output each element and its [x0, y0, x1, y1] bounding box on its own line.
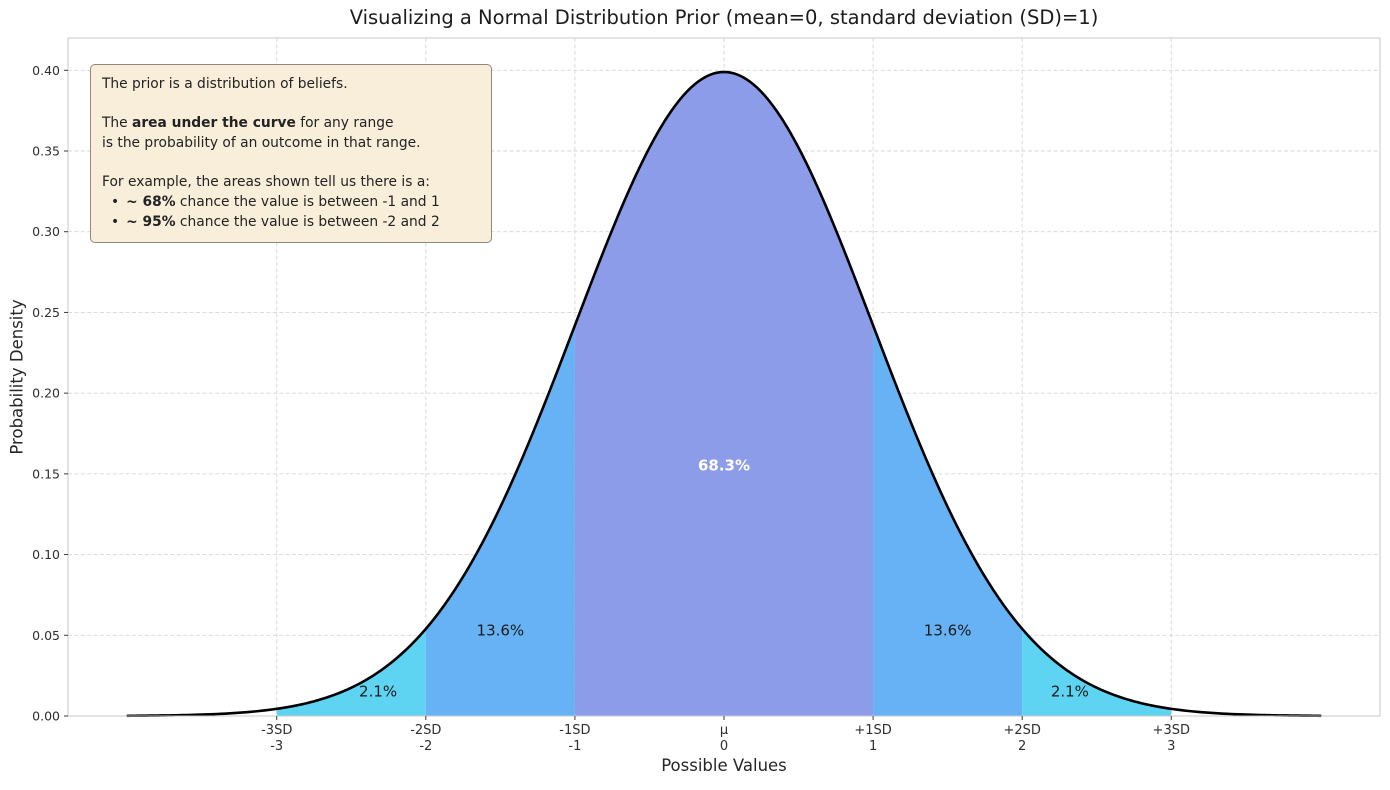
region-percentage-label: 2.1% — [1051, 683, 1089, 701]
x-tick-sd-label: μ — [720, 723, 728, 738]
probability-region — [276, 628, 426, 716]
x-tick-value-label: 3 — [1167, 739, 1175, 754]
annotation-bullet-2: • ~ 95% chance the value is between -2 an… — [111, 214, 440, 230]
region-percentage-label: 68.3% — [698, 457, 750, 475]
x-tick-value-label: -1 — [568, 739, 581, 754]
x-tick-sd-label: -3SD — [261, 723, 292, 738]
region-percentage-label: 13.6% — [924, 621, 972, 639]
y-tick-label: 0.25 — [32, 305, 60, 320]
y-tick-label: 0.40 — [32, 63, 60, 78]
annotation-box: The prior is a distribution of beliefs. … — [90, 64, 492, 243]
x-tick-value-label: -2 — [419, 739, 432, 754]
x-tick-value-label: 0 — [720, 739, 728, 754]
distribution-curve — [126, 70, 1322, 718]
x-tick-sd-label: +2SD — [1003, 723, 1040, 738]
x-tick-value-label: 2 — [1018, 739, 1026, 754]
y-tick-label: 0.10 — [32, 547, 60, 562]
x-axis-label: Possible Values — [661, 756, 787, 775]
y-tick-label: 0.35 — [32, 144, 60, 159]
annotation-spacer — [102, 153, 480, 172]
probability-region — [574, 71, 874, 717]
x-tick-sd-label: +3SD — [1153, 723, 1190, 738]
region-percentage-label: 13.6% — [477, 621, 525, 639]
y-tick-label: 0.00 — [32, 709, 60, 724]
annotation-spacer — [102, 94, 480, 113]
y-tick-label: 0.05 — [32, 628, 60, 643]
y-tick-label: 0.15 — [32, 466, 60, 481]
x-tick-sd-label: -1SD — [559, 723, 590, 738]
y-axis-label: Probability Density — [7, 299, 27, 455]
annotation-line-4: For example, the areas shown tell us the… — [102, 174, 430, 190]
y-tick-label: 0.30 — [32, 224, 60, 239]
y-tick-label: 0.20 — [32, 386, 60, 401]
annotation-line-3: is the probability of an outcome in that… — [102, 135, 421, 151]
annotation-bullet-1: • ~ 68% chance the value is between -1 an… — [111, 194, 440, 210]
x-tick-sd-label: -2SD — [410, 723, 441, 738]
region-percentage-label: 2.1% — [359, 683, 397, 701]
probability-region — [1022, 628, 1172, 716]
x-tick-value-label: -3 — [270, 739, 283, 754]
x-tick-value-label: 1 — [869, 739, 877, 754]
chart-title: Visualizing a Normal Distribution Prior … — [349, 6, 1099, 29]
annotation-line-1: The prior is a distribution of beliefs. — [102, 76, 348, 92]
annotation-line-2: The area under the curve for any range — [102, 115, 394, 131]
bullet-icon: • — [111, 194, 120, 210]
x-tick-sd-label: +1SD — [854, 723, 891, 738]
bullet-icon: • — [111, 214, 120, 230]
